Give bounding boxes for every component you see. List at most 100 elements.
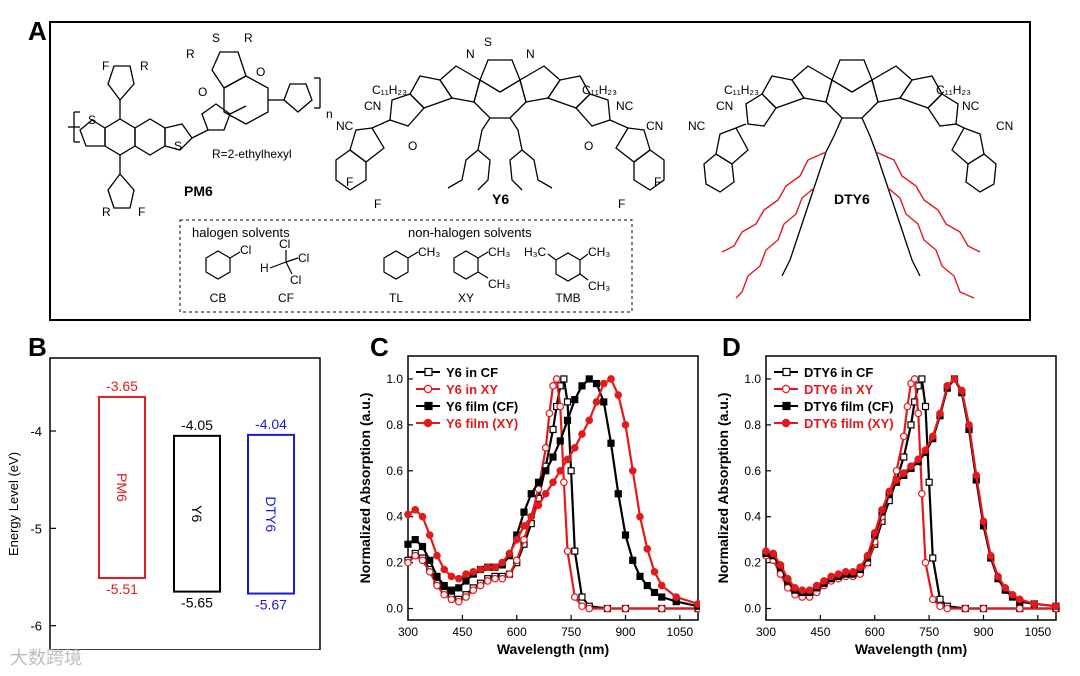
data-point-y6-in-xy — [447, 595, 456, 604]
data-point-y6-film-xy — [570, 444, 579, 452]
data-point-y6-film-xy — [541, 489, 550, 498]
plot-frame — [765, 355, 1057, 621]
dty6-cn-left: CN — [716, 99, 733, 113]
ytick-label: 0.8 — [744, 418, 761, 432]
dty6-nc-right: NC — [962, 99, 980, 113]
y-axis-label: Normalized Absorption (a.u.) — [357, 393, 373, 584]
data-point-y6-film-cf — [643, 581, 651, 590]
y6-structure — [335, 59, 665, 191]
solvent-label-tl: TL — [389, 291, 403, 305]
data-point-dty6-film-xy — [783, 574, 792, 583]
data-point-y6-film-xy — [447, 572, 456, 581]
legend-marker-y6-in-cf — [424, 367, 433, 377]
data-point-dty6-film-xy — [798, 586, 807, 594]
data-point-dty6-in-xy — [1015, 604, 1024, 613]
homo-label-y6: -5.65 — [181, 595, 213, 611]
data-point-dty6-film-xy — [892, 476, 901, 484]
data-point-dty6-in-cf — [929, 554, 937, 562]
data-point-y6-in-xy — [657, 604, 666, 613]
y6-nc-right: NC — [616, 99, 634, 113]
material-label-dty6: DTY6 — [263, 496, 279, 532]
data-point-y6-film-xy — [628, 466, 637, 475]
y-axis-label: Energy Level (eV) — [6, 452, 21, 556]
dty6-structure — [703, 59, 997, 277]
data-point-y6-film-xy — [614, 391, 623, 399]
data-point-y6-film-cf — [455, 584, 463, 592]
y6-f-right1: F — [618, 197, 625, 211]
data-point-y6-film-xy — [556, 466, 565, 475]
xtick-label: 450 — [810, 625, 830, 639]
data-point-dty6-film-xy — [936, 409, 944, 418]
data-point-dty6-film-xy — [776, 561, 785, 569]
data-point-y6-film-xy — [433, 551, 441, 560]
data-point-dty6-film-xy — [943, 382, 952, 390]
data-point-y6-film-cf — [585, 375, 593, 383]
data-point-y6-film-xy — [578, 430, 586, 438]
chart-energy-levels: -4 -5 -6 Energy Level (eV) -3.65 -5.51 PM6 -4.0… — [6, 357, 321, 650]
xtick-label: 300 — [756, 625, 776, 639]
y6-nc-left: NC — [336, 119, 354, 133]
pm6-r-top: R — [140, 59, 149, 73]
legend-marker-y6-in-xy — [423, 384, 433, 394]
data-point-dty6-film-xy — [805, 586, 814, 594]
data-point-y6-film-xy — [498, 558, 507, 567]
xtick-label: 1050 — [667, 625, 694, 639]
data-point-y6-film-cf — [614, 490, 622, 498]
data-point-y6-film-cf — [418, 542, 427, 551]
solvent-atoms: Cl Cl Cl Cl H CH₃ CH₃ CH₃ H₃C CH₃ CH₃ — [240, 237, 610, 293]
cf-cl3: Cl — [290, 273, 301, 287]
data-point-dty6-film-xy — [950, 375, 959, 383]
data-point-dty6-film-xy — [907, 462, 915, 470]
pm6-s3: S — [212, 31, 220, 45]
data-point-y6-film-xy — [476, 565, 485, 574]
data-point-y6-in-xy — [469, 586, 478, 594]
data-point-dty6-in-cf — [936, 595, 944, 603]
data-point-y6-film-cf — [556, 437, 564, 445]
legend-label-dty6-film-cf: DTY6 film (CF) — [804, 399, 894, 414]
legend-marker-dty6-film-cf — [782, 401, 791, 411]
data-point-y6-in-cf — [560, 375, 568, 383]
data-point-y6-in-xy — [563, 547, 572, 555]
data-point-dty6-in-xy — [979, 604, 988, 613]
data-point-y6-film-cf — [571, 396, 579, 404]
ytick-label: 0.4 — [744, 510, 761, 524]
data-point-y6-film-cf — [563, 416, 572, 424]
data-point-y6-in-xy — [552, 375, 561, 383]
data-point-dty6-film-xy — [994, 572, 1002, 581]
legend-marker-y6-film-xy — [423, 418, 433, 428]
data-point-dty6-film-xy — [849, 567, 857, 576]
legend-marker-dty6-film-xy — [781, 418, 791, 428]
y6-alkyl-right: C₁₁H₂₃ — [582, 83, 617, 97]
y6-atoms: S N N C₁₁H₂₃ C₁₁H₂₃ CN NC NC CN O O F F … — [336, 35, 663, 211]
data-point-y6-in-xy — [418, 556, 427, 565]
data-point-dty6-in-cf — [921, 402, 930, 411]
data-point-y6-film-xy — [621, 421, 630, 429]
pm6-s1: S — [88, 113, 96, 127]
data-point-dty6-film-xy — [885, 487, 894, 496]
xtick-label: 600 — [865, 625, 885, 639]
lumo-label-dty6: -4.04 — [255, 416, 287, 432]
data-point-y6-in-xy — [520, 535, 528, 544]
ytick-label: 0.6 — [744, 464, 761, 478]
data-point-y6-film-cf — [650, 588, 659, 597]
data-point-y6-in-xy — [621, 604, 630, 613]
ytick-label: 0.0 — [744, 602, 761, 616]
data-point-y6-in-xy — [585, 604, 594, 613]
data-point-y6-in-cf — [563, 398, 572, 406]
data-point-y6-film-xy — [563, 455, 572, 464]
data-point-dty6-in-xy — [910, 375, 919, 383]
legend-label-y6-film-cf: Y6 film (CF) — [446, 399, 518, 414]
data-point-dty6-film-xy — [841, 567, 850, 576]
ytick-label: -5 — [30, 521, 42, 536]
data-point-y6-film-cf — [542, 467, 550, 475]
data-point-y6-film-cf — [404, 540, 412, 548]
data-point-dty6-film-xy — [1030, 600, 1039, 608]
pm6-f-bottom: F — [138, 205, 145, 219]
data-point-dty6-in-cf — [900, 453, 908, 461]
ytick-label: 0.6 — [386, 464, 403, 478]
data-point-dty6-film-xy — [965, 421, 973, 429]
data-point-y6-in-cf — [567, 467, 575, 475]
data-point-y6-film-xy — [411, 506, 420, 514]
ytick-label: 0.4 — [386, 510, 403, 524]
data-point-y6-film-xy — [505, 549, 514, 558]
